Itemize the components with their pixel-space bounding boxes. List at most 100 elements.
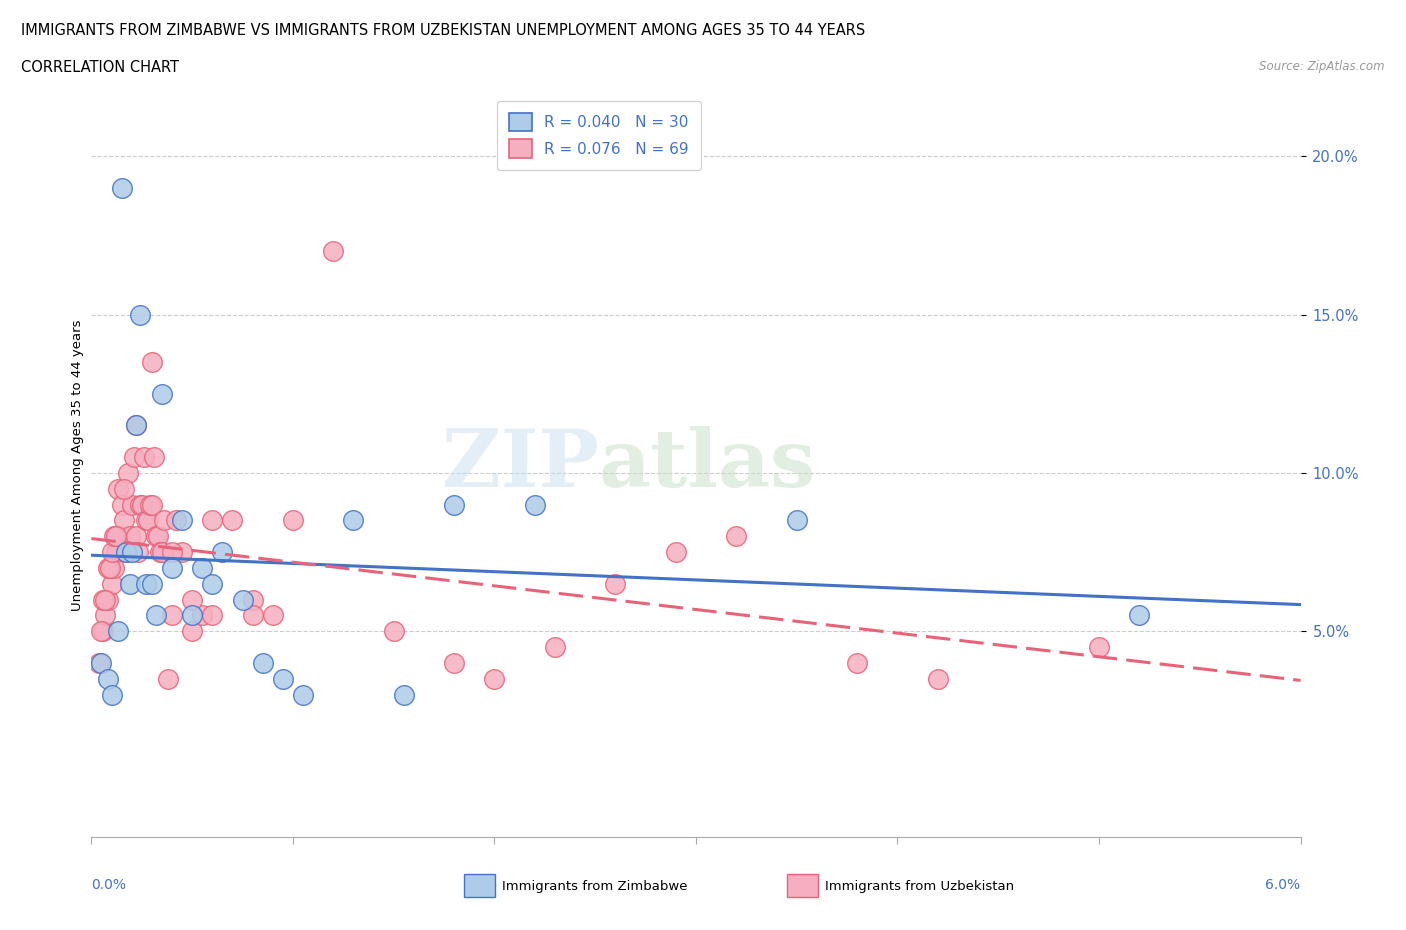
Text: atlas: atlas: [599, 426, 817, 504]
Point: [172, 545, 194, 560]
Text: Source: ZipAtlas.com: Source: ZipAtlas.com: [1260, 60, 1385, 73]
Point: [114, 545, 136, 560]
Point: [221, 513, 243, 528]
Point: [100, 577, 122, 591]
Point: [927, 671, 949, 686]
Text: Immigrants from Uzbekistan: Immigrants from Uzbekistan: [825, 880, 1015, 893]
Point: [112, 513, 135, 528]
Point: [142, 449, 165, 464]
Point: [211, 545, 233, 560]
Point: [181, 624, 204, 639]
Point: [141, 577, 163, 591]
Point: [132, 449, 155, 464]
Point: [121, 545, 143, 560]
Point: [201, 608, 224, 623]
Text: IMMIGRANTS FROM ZIMBABWE VS IMMIGRANTS FROM UZBEKISTAN UNEMPLOYMENT AMONG AGES 3: IMMIGRANTS FROM ZIMBABWE VS IMMIGRANTS F…: [21, 23, 865, 38]
Point: [96, 592, 118, 607]
Point: [523, 498, 546, 512]
Point: [107, 482, 129, 497]
Point: [342, 513, 364, 528]
Point: [128, 307, 150, 322]
Point: [443, 656, 465, 671]
Y-axis label: Unemployment Among Ages 35 to 44 years: Unemployment Among Ages 35 to 44 years: [72, 319, 84, 611]
Point: [118, 529, 141, 544]
Point: [846, 656, 869, 671]
Point: [153, 513, 176, 528]
Point: [145, 608, 167, 623]
Point: [725, 529, 748, 544]
Text: ZIP: ZIP: [443, 426, 599, 504]
Text: 0.0%: 0.0%: [91, 878, 127, 892]
Point: [125, 529, 148, 544]
Point: [103, 529, 125, 544]
Text: Immigrants from Zimbabwe: Immigrants from Zimbabwe: [502, 880, 688, 893]
Point: [262, 608, 284, 623]
Point: [231, 592, 253, 607]
Point: [121, 498, 143, 512]
Point: [125, 418, 148, 432]
Point: [1128, 608, 1150, 623]
Point: [90, 624, 112, 639]
Point: [392, 687, 415, 702]
Point: [104, 545, 127, 560]
Point: [160, 561, 183, 576]
Point: [103, 561, 125, 576]
Point: [100, 545, 122, 560]
Point: [104, 529, 127, 544]
Point: [111, 498, 132, 512]
Point: [160, 608, 183, 623]
Point: [146, 529, 169, 544]
Point: [127, 545, 149, 560]
Point: [165, 513, 187, 528]
Point: [443, 498, 465, 512]
Point: [191, 561, 214, 576]
Point: [135, 513, 157, 528]
Point: [93, 592, 115, 607]
Point: [131, 498, 153, 512]
Point: [89, 656, 111, 671]
Point: [201, 577, 224, 591]
Point: [149, 545, 172, 560]
Point: [111, 180, 132, 195]
Point: [484, 671, 506, 686]
Point: [181, 592, 204, 607]
Point: [136, 513, 159, 528]
Point: [112, 482, 135, 497]
Point: [665, 545, 688, 560]
Point: [141, 354, 163, 369]
Point: [118, 577, 141, 591]
Point: [242, 592, 264, 607]
Point: [94, 592, 117, 607]
Point: [252, 656, 274, 671]
Point: [108, 529, 131, 544]
Text: 6.0%: 6.0%: [1265, 878, 1301, 892]
Point: [100, 687, 122, 702]
Point: [98, 561, 121, 576]
Point: [117, 466, 139, 481]
Point: [98, 561, 121, 576]
Point: [172, 513, 194, 528]
Point: [156, 671, 179, 686]
Point: [160, 545, 183, 560]
Point: [128, 498, 150, 512]
Point: [605, 577, 627, 591]
Text: CORRELATION CHART: CORRELATION CHART: [21, 60, 179, 75]
Point: [96, 561, 118, 576]
Point: [281, 513, 304, 528]
Point: [292, 687, 315, 702]
Point: [544, 640, 567, 655]
Point: [145, 529, 167, 544]
Point: [271, 671, 294, 686]
Point: [96, 671, 118, 686]
Point: [90, 656, 112, 671]
Point: [122, 449, 145, 464]
Point: [786, 513, 808, 528]
Point: [114, 545, 136, 560]
Legend: R = 0.040   N = 30, R = 0.076   N = 69: R = 0.040 N = 30, R = 0.076 N = 69: [498, 100, 702, 170]
Point: [242, 608, 264, 623]
Point: [135, 577, 157, 591]
Point: [181, 608, 204, 623]
Point: [141, 498, 163, 512]
Point: [139, 498, 162, 512]
Point: [125, 418, 148, 432]
